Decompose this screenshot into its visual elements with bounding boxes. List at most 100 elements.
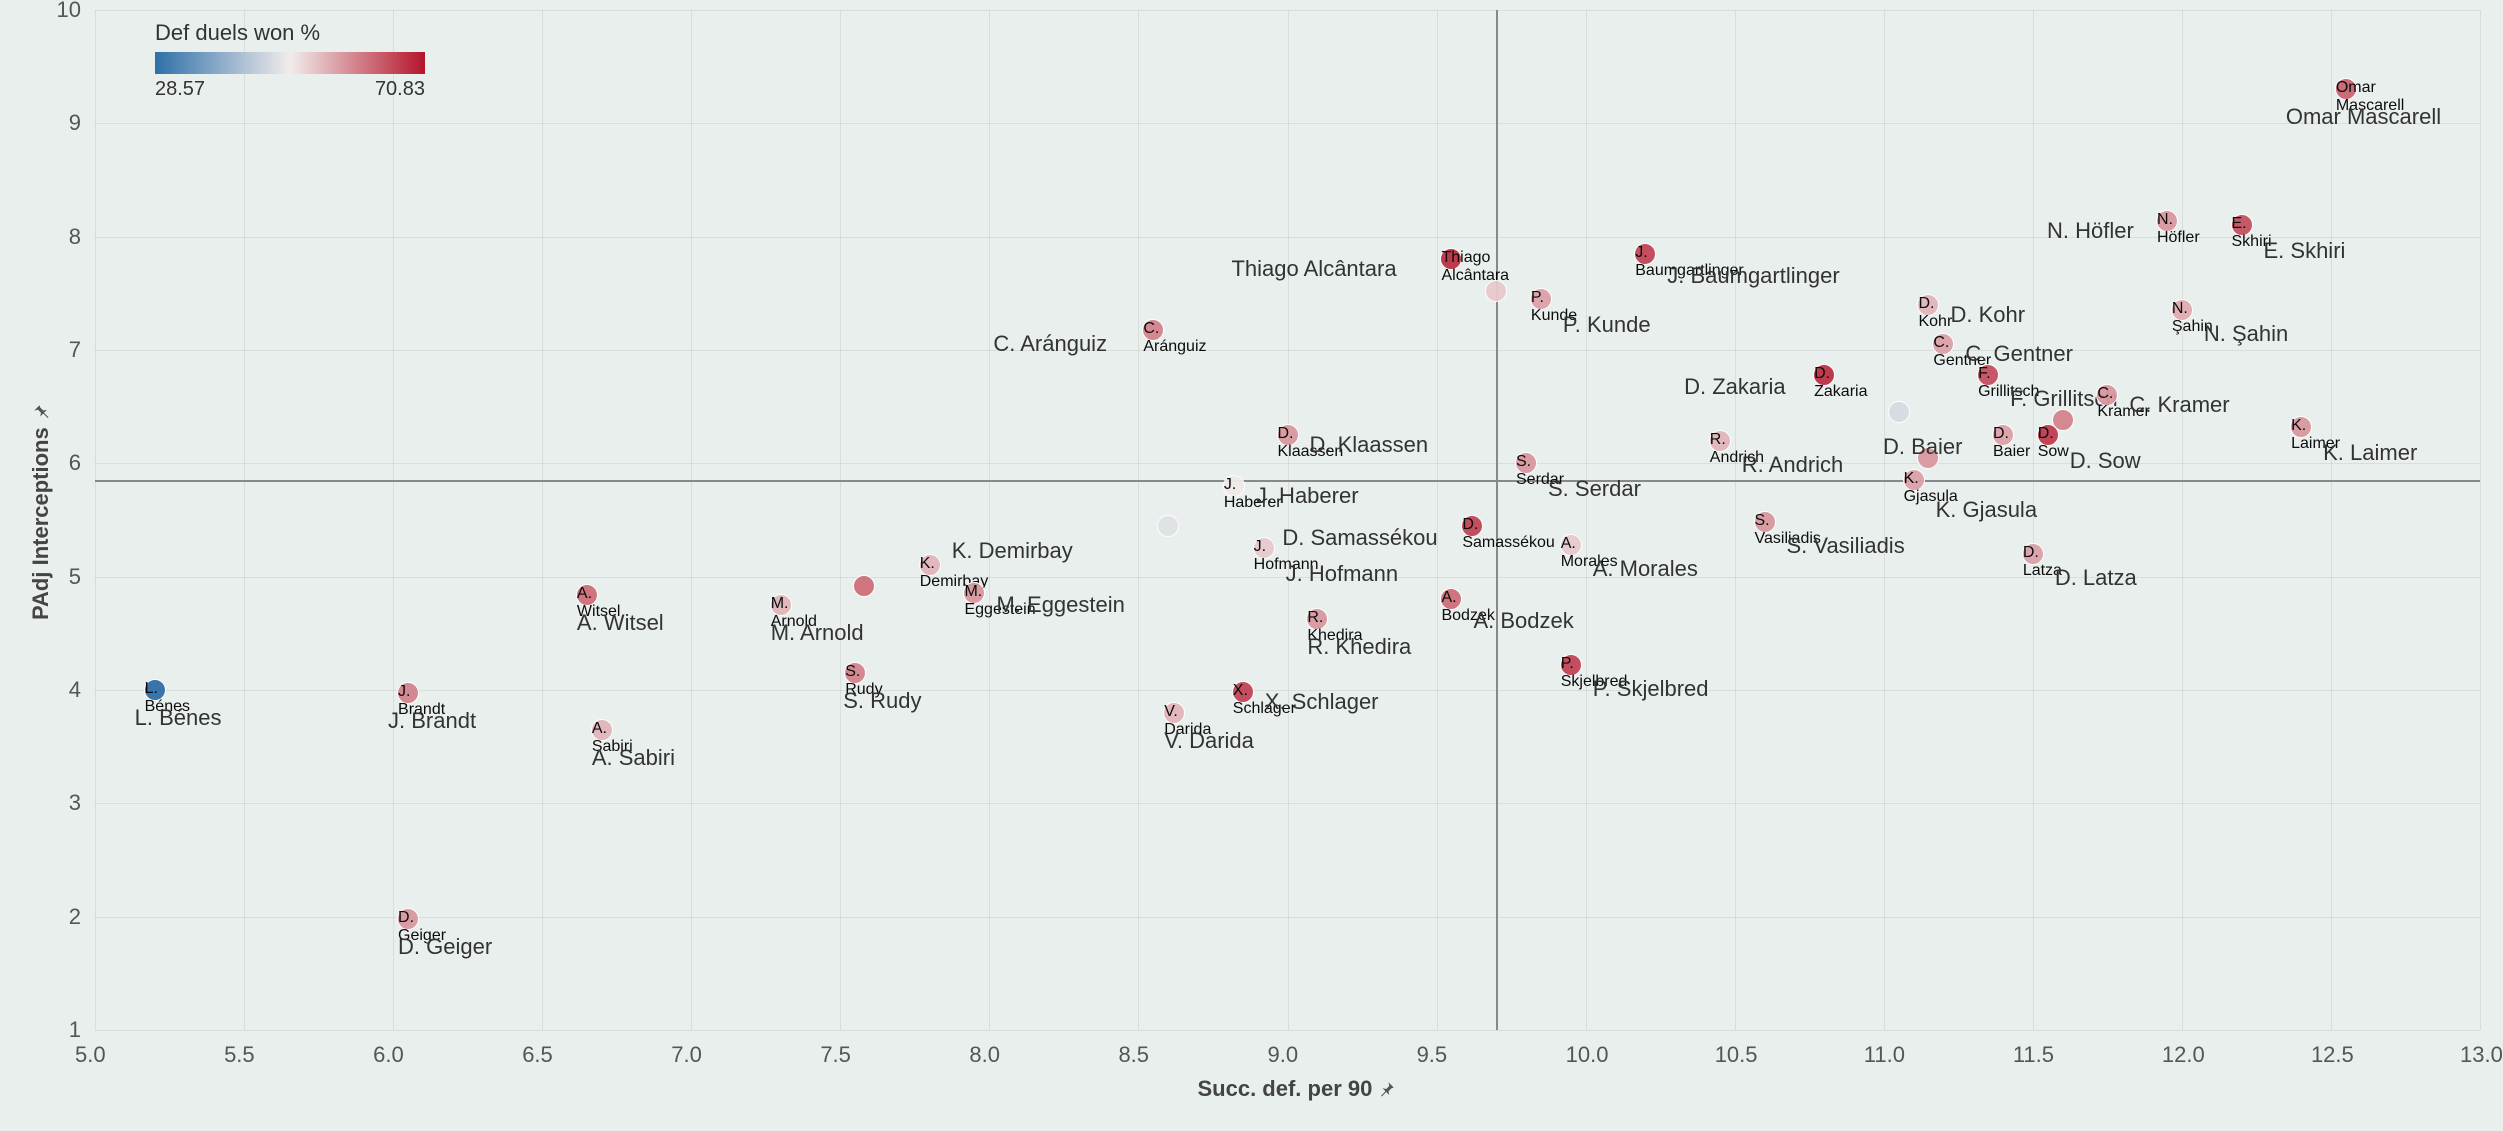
data-point-label: N. Höfler	[2047, 218, 2134, 244]
scatter-chart: 5.05.56.06.57.07.58.08.59.09.510.010.511…	[0, 0, 2503, 1131]
data-point[interactable]: R. Andrich	[1709, 430, 1731, 452]
data-point[interactable]: P. Skjelbred	[1560, 654, 1582, 676]
x-tick-label: 7.5	[820, 1042, 851, 1068]
data-point[interactable]: K. Demirbay	[919, 554, 941, 576]
x-gridline	[1586, 10, 1587, 1030]
x-mean-line	[1496, 10, 1498, 1030]
x-gridline	[2033, 10, 2034, 1030]
data-point[interactable]	[1485, 280, 1507, 302]
legend-gradient	[155, 52, 425, 74]
data-point[interactable]: J. Brandt	[397, 682, 419, 704]
x-tick-label: 9.0	[1268, 1042, 1299, 1068]
y-tick-label: 7	[69, 337, 81, 363]
data-point[interactable]: N. Höfler	[2156, 210, 2178, 232]
data-point[interactable]: A. Bodzek	[1440, 588, 1462, 610]
data-point[interactable]: K. Gjasula	[1903, 469, 1925, 491]
x-gridline	[244, 10, 245, 1030]
data-point[interactable]: X. Schlager	[1232, 681, 1254, 703]
pin-icon	[1378, 1080, 1396, 1098]
data-point-label: N. Şahin	[2204, 321, 2288, 347]
data-point[interactable]: F. Grillitsch	[1977, 364, 1999, 386]
x-gridline	[542, 10, 543, 1030]
y-axis-label: PAdj Interceptions	[28, 403, 54, 620]
data-point[interactable]: R. Khedira	[1306, 608, 1328, 630]
data-point[interactable]: D. Samassékou	[1461, 515, 1483, 537]
data-point[interactable]: C. Kramer	[2096, 384, 2118, 406]
x-axis-label-text: Succ. def. per 90	[1198, 1076, 1373, 1102]
x-axis-label: Succ. def. per 90	[1198, 1076, 1397, 1102]
legend-min: 28.57	[155, 78, 205, 101]
data-point[interactable]: A. Morales	[1560, 534, 1582, 556]
data-point-label: C. Aránguiz	[993, 331, 1107, 357]
data-point-label: K. Demirbay	[952, 538, 1073, 564]
y-gridline	[95, 1030, 2480, 1031]
data-point[interactable]: D. Latza	[2022, 543, 2044, 565]
x-tick-label: 10.5	[1715, 1042, 1758, 1068]
y-gridline	[95, 237, 2480, 238]
data-point[interactable]: D. Baier	[1992, 424, 2014, 446]
data-point-label: E. Skhiri	[2264, 238, 2346, 264]
data-point[interactable]: S. Vasiliadis	[1754, 511, 1776, 533]
data-point[interactable]	[1157, 515, 1179, 537]
x-tick-label: 6.0	[373, 1042, 404, 1068]
data-point[interactable]: N. Şahin	[2171, 299, 2193, 321]
x-gridline	[1735, 10, 1736, 1030]
y-gridline	[95, 123, 2480, 124]
y-gridline	[95, 463, 2480, 464]
data-point[interactable]: J. Haberer	[1223, 475, 1245, 497]
data-point[interactable]: Thiago Alcântara	[1440, 248, 1462, 270]
data-point[interactable]: C. Gentner	[1932, 333, 1954, 355]
data-point-label: D. Samassékou	[1282, 525, 1437, 551]
data-point[interactable]: Omar Mascarell	[2335, 78, 2357, 100]
data-point[interactable]: P. Kunde	[1530, 288, 1552, 310]
x-tick-label: 8.0	[969, 1042, 1000, 1068]
data-point[interactable]: M. Arnold	[770, 594, 792, 616]
x-tick-label: 5.5	[224, 1042, 255, 1068]
data-point[interactable]: E. Skhiri	[2231, 214, 2253, 236]
data-point[interactable]	[1917, 447, 1939, 469]
data-point[interactable]: J. Hofmann	[1253, 537, 1275, 559]
x-tick-label: 13.0	[2460, 1042, 2503, 1068]
x-gridline	[1437, 10, 1438, 1030]
data-point[interactable]: D. Kohr	[1917, 294, 1939, 316]
data-point-label: D. Sow	[2070, 448, 2141, 474]
y-tick-label: 2	[69, 904, 81, 930]
y-gridline	[95, 690, 2480, 691]
data-point[interactable]: D. Geiger	[397, 908, 419, 930]
x-gridline	[2331, 10, 2332, 1030]
data-point[interactable]: J. Baumgartlinger	[1634, 243, 1656, 265]
x-gridline	[1884, 10, 1885, 1030]
data-point[interactable]: D. Klaassen	[1277, 424, 1299, 446]
x-tick-label: 5.0	[75, 1042, 106, 1068]
x-tick-label: 7.0	[671, 1042, 702, 1068]
x-tick-label: 12.0	[2162, 1042, 2205, 1068]
data-point-label: D. Kohr	[1950, 302, 2025, 328]
x-gridline	[1288, 10, 1289, 1030]
data-point[interactable]: D. Zakaria	[1813, 364, 1835, 386]
data-point[interactable]	[1888, 401, 1910, 423]
data-point[interactable]: S. Serdar	[1515, 452, 1537, 474]
data-point[interactable]: A. Sabiri	[591, 719, 613, 741]
data-point-label: Thiago Alcântara	[1231, 256, 1396, 282]
x-tick-label: 10.0	[1566, 1042, 1609, 1068]
y-tick-label: 4	[69, 677, 81, 703]
x-tick-label: 9.5	[1417, 1042, 1448, 1068]
y-tick-label: 8	[69, 224, 81, 250]
data-point[interactable]: A. Witsel	[576, 584, 598, 606]
data-point[interactable]: K. Laimer	[2290, 416, 2312, 438]
data-point[interactable]: C. Aránguiz	[1142, 319, 1164, 341]
x-gridline	[2182, 10, 2183, 1030]
data-point[interactable]	[2052, 409, 2074, 431]
data-point[interactable]	[853, 575, 875, 597]
y-gridline	[95, 350, 2480, 351]
y-tick-label: 3	[69, 790, 81, 816]
legend-max: 70.83	[375, 78, 425, 101]
data-point[interactable]: V. Darida	[1163, 702, 1185, 724]
data-point[interactable]: M. Eggestein	[963, 582, 985, 604]
data-point[interactable]: L. Bénes	[144, 679, 166, 701]
x-gridline	[691, 10, 692, 1030]
data-point[interactable]: S. Rudy	[844, 662, 866, 684]
x-tick-label: 11.5	[2013, 1042, 2054, 1068]
y-tick-label: 5	[69, 564, 81, 590]
x-gridline	[840, 10, 841, 1030]
